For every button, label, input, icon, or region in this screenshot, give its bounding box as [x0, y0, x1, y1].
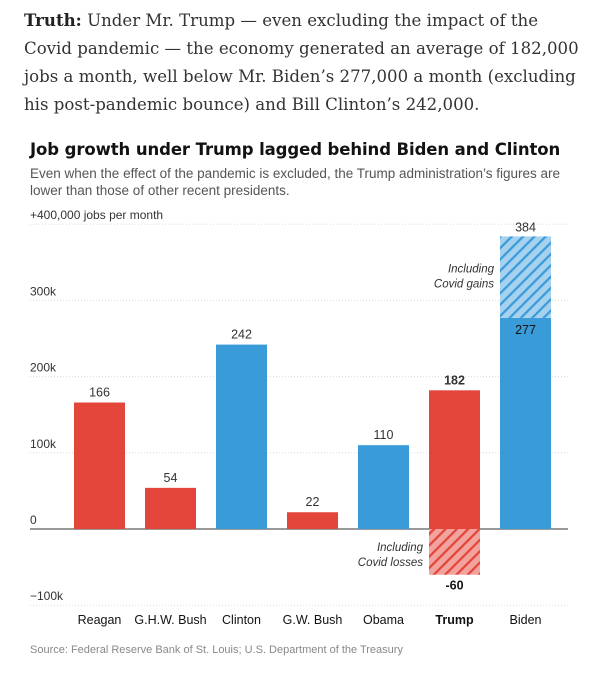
value-label: 22	[306, 495, 320, 509]
covid-note: Including	[448, 263, 495, 275]
y-tick-label: +400,000 jobs per month	[30, 208, 163, 222]
covid-value-label: 384	[515, 220, 536, 234]
value-label: 242	[231, 328, 252, 342]
value-label: 110	[374, 428, 394, 442]
intro-paragraph: Truth: Under Mr. Trump — even excluding …	[24, 6, 584, 119]
category-label: G.W. Bush	[283, 613, 343, 627]
covid-note: Including	[377, 542, 424, 554]
intro-lead: Truth:	[24, 10, 82, 30]
chart-title: Job growth under Trump lagged behind Bid…	[30, 140, 561, 159]
bar-obama	[358, 445, 409, 529]
bar-trump	[429, 390, 480, 529]
category-label: Clinton	[222, 613, 261, 627]
bars	[74, 236, 551, 575]
bar-biden	[500, 317, 551, 529]
source-note: Source: Federal Reserve Bank of St. Loui…	[30, 644, 403, 656]
covid-value-label: -60	[445, 579, 463, 593]
category-label: Obama	[363, 613, 404, 627]
y-tick-label: 100k	[30, 437, 57, 451]
category-label: Trump	[435, 613, 474, 627]
covid-extension-biden	[500, 236, 551, 318]
bar-reagan	[74, 402, 125, 529]
chart-subtitle: Even when the effect of the pandemic is …	[30, 166, 561, 198]
value-label: 182	[444, 373, 465, 387]
category-label: G.H.W. Bush	[134, 613, 206, 627]
y-tick-label: −100k	[30, 589, 64, 603]
covid-extension-trump	[429, 529, 480, 575]
value-label: 277	[515, 323, 536, 337]
y-tick-label: 300k	[30, 284, 57, 298]
bar-clinton	[216, 344, 267, 529]
covid-note: Covid gains	[434, 278, 494, 290]
y-tick-label: 0	[30, 513, 37, 527]
value-label: 54	[164, 471, 178, 485]
bar-g-w-bush	[287, 512, 338, 529]
covid-note: Covid losses	[358, 557, 423, 569]
category-label: Reagan	[78, 613, 122, 627]
category-label: Biden	[510, 613, 542, 627]
bar-chart: +400,000 jobs per month 300k 200k 100k 0 −100…	[30, 208, 568, 627]
bar-g-h-w-bush	[145, 487, 196, 529]
y-tick-label: 200k	[30, 361, 57, 375]
labels: +400,000 jobs per month 300k 200k 100k 0 −100…	[30, 208, 542, 627]
value-label: 166	[89, 386, 110, 400]
intro-text: Under Mr. Trump — even excluding the imp…	[24, 11, 579, 114]
